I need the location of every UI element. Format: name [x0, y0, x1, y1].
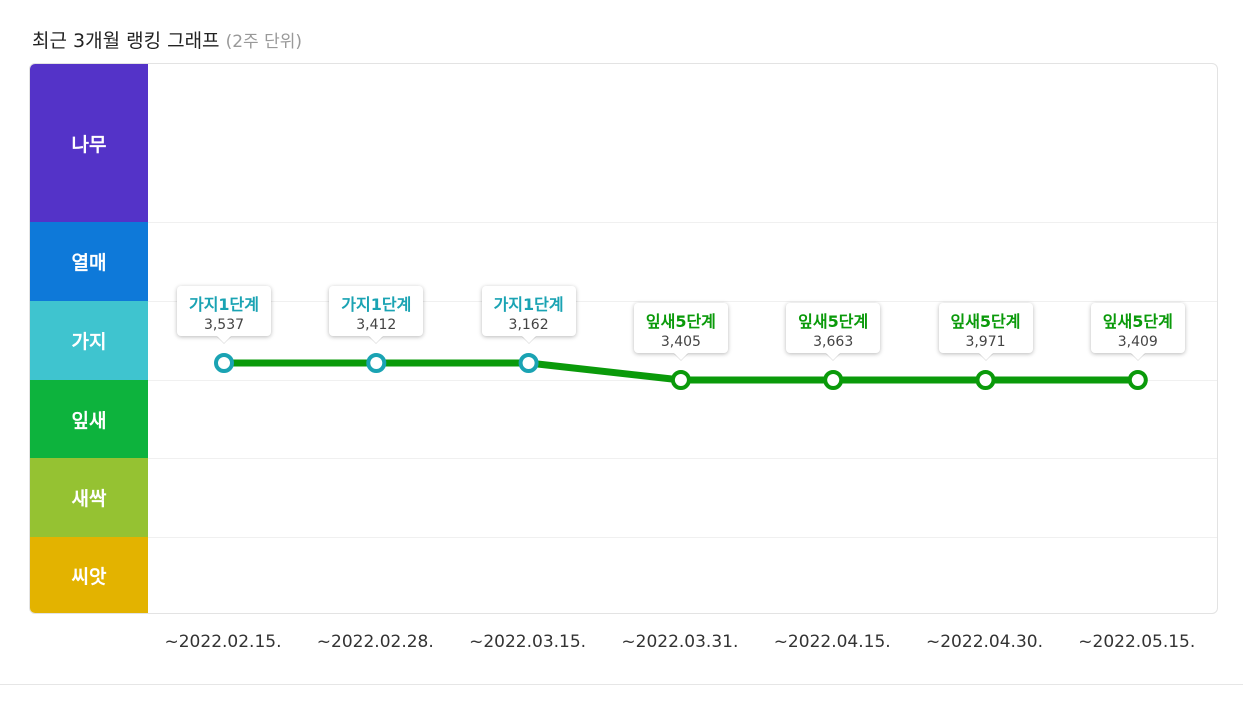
data-label-level: 잎새5단계 [950, 312, 1021, 331]
chart-subtitle: (2주 단위) [225, 32, 302, 52]
data-label-bubble: 가지1단계 3,537 [177, 286, 271, 336]
data-label-rank: 3,537 [203, 317, 245, 333]
data-label-level: 잎새5단계 [645, 312, 716, 331]
level-band-1: 나무 [30, 64, 148, 222]
level-band-3: 가지 [30, 301, 148, 380]
data-label-level: 가지1단계 [493, 295, 564, 314]
level-band-column: 나무 열매 가지 잎새 새싹 씨앗 [30, 64, 148, 613]
data-label-rank: 3,663 [813, 334, 854, 350]
data-point[interactable] [823, 370, 844, 390]
x-tick-label: ~2022.04.30. [926, 632, 1043, 652]
data-label-level: 잎새5단계 [798, 312, 869, 331]
plot-area [148, 222, 1217, 538]
chart-title: 최근 3개월 랭킹 그래프 (2주 단위) [32, 26, 302, 53]
data-label-bubble: 가지1단계 3,412 [329, 286, 424, 336]
level-band-6: 씨앗 [30, 537, 148, 613]
data-label-bubble: 잎새5단계 3,971 [938, 303, 1033, 353]
data-label-level: 가지1단계 [188, 295, 259, 314]
data-point[interactable] [1127, 370, 1148, 390]
x-tick-label: ~2022.02.15. [164, 632, 282, 652]
x-tick-label: ~2022.05.15. [1078, 632, 1196, 652]
data-label-bubble: 잎새5단계 3,405 [633, 303, 728, 353]
data-point[interactable] [214, 353, 234, 373]
x-tick-label: ~2022.03.15. [469, 632, 587, 652]
data-point[interactable] [670, 370, 691, 390]
data-label-level: 잎새5단계 [1102, 312, 1173, 331]
x-tick-label: ~2022.04.15. [773, 632, 891, 652]
x-tick-label: ~2022.03.31. [621, 632, 739, 652]
bottom-divider [0, 684, 1243, 685]
level-band-2: 열매 [30, 222, 148, 301]
data-point[interactable] [975, 370, 996, 390]
data-label-rank: 3,409 [1117, 334, 1158, 350]
chart-panel: 나무 열매 가지 잎새 새싹 씨앗 가지1단계 3,537 가지1단계 3,412 가지1단계 3,… [29, 63, 1218, 614]
data-label-rank: 3,971 [965, 334, 1006, 350]
level-band-5: 새싹 [30, 458, 148, 537]
data-label-bubble: 가지1단계 3,162 [481, 286, 576, 336]
data-point[interactable] [366, 353, 387, 373]
data-label-bubble: 잎새5단계 3,663 [786, 303, 881, 353]
x-tick-label: ~2022.02.28. [316, 632, 434, 652]
data-label-bubble: 잎새5단계 3,409 [1090, 303, 1185, 353]
data-label-rank: 3,405 [660, 334, 701, 350]
data-point[interactable] [518, 353, 539, 373]
level-band-4: 잎새 [30, 380, 148, 458]
data-label-rank: 3,412 [356, 317, 397, 333]
chart-title-text: 최근 3개월 랭킹 그래프 [32, 30, 220, 52]
data-label-rank: 3,162 [508, 317, 549, 333]
series-line-segment [525, 359, 685, 384]
data-label-level: 가지1단계 [341, 295, 412, 314]
